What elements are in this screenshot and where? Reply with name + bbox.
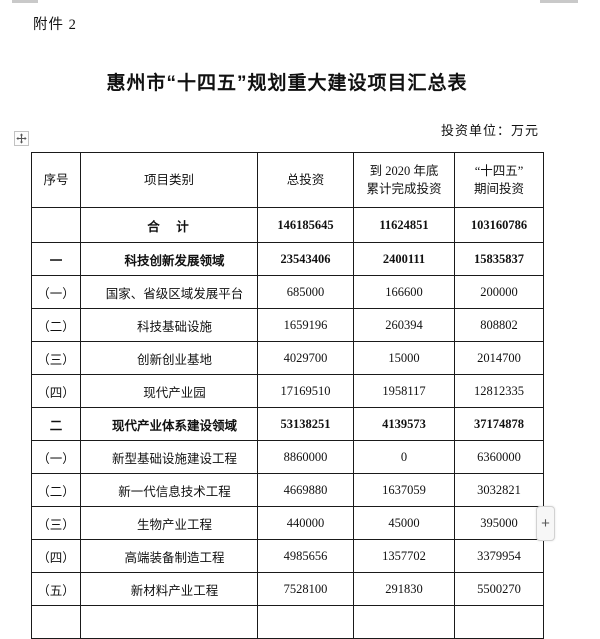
cell-completed-by-2020[interactable]: 0 [353, 440, 455, 474]
table-row: （三） 创新创业基地 4029700 15000 2014700 [31, 341, 544, 375]
cell-completed-by-2020[interactable]: 15000 [353, 341, 455, 375]
cell-completed-by-2020[interactable]: 291830 [353, 572, 455, 606]
cell-category[interactable]: 新材料产业工程 [80, 572, 258, 606]
cell-category[interactable]: 新一代信息技术工程 [80, 473, 258, 507]
cell-no[interactable]: 一 [31, 242, 81, 276]
cell-category[interactable]: 科技创新发展领域 [80, 242, 258, 276]
cell-145-period-investment[interactable]: 2014700 [454, 341, 544, 375]
cell-total-investment[interactable]: 1659196 [257, 308, 354, 342]
cell-total-investment[interactable]: 53138251 [257, 407, 354, 441]
investment-unit-note: 投资单位：万元 [440, 123, 539, 138]
cell-145-period-investment[interactable]: 3379954 [454, 539, 544, 573]
cell-category[interactable]: 生物产业工程 [80, 506, 258, 540]
top-left-chrome-fragment [12, 0, 38, 3]
cell-completed-by-2020[interactable]: 11624851 [353, 207, 455, 243]
table-header-row: 序号 项目类别 总投资到 2020 年底 累计完成投资 “十四五” 期间投资 [31, 152, 544, 208]
col-no[interactable]: 序号 [31, 152, 81, 208]
cell-145-period-investment[interactable]: 200000 [454, 275, 544, 309]
cell-total-investment[interactable]: 4669880 [257, 473, 354, 507]
cell-category[interactable]: 国家、省级区域发展平台 [80, 275, 258, 309]
cell-completed-by-2020[interactable] [353, 605, 455, 639]
cell-completed-by-2020[interactable]: 166600 [353, 275, 455, 309]
cell-completed-by-2020[interactable]: 260394 [353, 308, 455, 342]
cell-total-investment[interactable]: 17169510 [257, 374, 354, 408]
cell-category[interactable]: 高端装备制造工程 [80, 539, 258, 573]
attachment-label: 附件 2 [33, 17, 77, 33]
table-row: （三） 生物产业工程 440000 45000 395000 [31, 506, 544, 540]
col-total-investment[interactable]: 总投资 [257, 152, 354, 208]
move-icon [16, 133, 27, 144]
table-move-handle[interactable] [14, 131, 29, 146]
cell-total-investment[interactable]: 23543406 [257, 242, 354, 276]
col-category[interactable]: 项目类别 [80, 152, 258, 208]
cell-no[interactable]: （三） [31, 341, 81, 375]
cell-no[interactable]: （二） [31, 473, 81, 507]
cell-145-period-investment[interactable]: 103160786 [454, 207, 544, 243]
cell-total-investment[interactable]: 4985656 [257, 539, 354, 573]
cell-no[interactable] [31, 207, 81, 243]
cell-total-investment[interactable]: 4029700 [257, 341, 354, 375]
table-body: 合 计 146185645 11624851 103160786 一科技创新发展领域 23… [31, 207, 544, 639]
cell-145-period-investment[interactable]: 15835837 [454, 242, 544, 276]
cell-no[interactable]: （三） [31, 506, 81, 540]
cell-completed-by-2020[interactable]: 45000 [353, 506, 455, 540]
cell-completed-by-2020[interactable]: 1357702 [353, 539, 455, 573]
table-row [31, 605, 544, 639]
cell-completed-by-2020[interactable]: 1637059 [353, 473, 455, 507]
table-row: （一） 国家、省级区域发展平台 685000 166600 200000 [31, 275, 544, 309]
cell-no[interactable] [31, 605, 81, 639]
table-row: 合 计 146185645 11624851 103160786 [31, 207, 544, 243]
cell-145-period-investment[interactable] [454, 605, 544, 639]
table-row: （一） 新型基础设施建设工程 8860000 0 6360000 [31, 440, 544, 474]
cell-completed-by-2020[interactable]: 2400111 [353, 242, 455, 276]
cell-total-investment[interactable]: 8860000 [257, 440, 354, 474]
cell-145-period-investment[interactable]: 5500270 [454, 572, 544, 606]
top-right-chrome-fragment [540, 0, 578, 3]
cell-145-period-investment[interactable]: 37174878 [454, 407, 544, 441]
cell-completed-by-2020[interactable]: 1958117 [353, 374, 455, 408]
cell-completed-by-2020[interactable]: 4139573 [353, 407, 455, 441]
cell-category[interactable]: 现代产业体系建设领域 [80, 407, 258, 441]
cell-145-period-investment[interactable]: 6360000 [454, 440, 544, 474]
cell-no[interactable]: （四） [31, 374, 81, 408]
table-row: （四） 高端装备制造工程 4985656 1357702 3379954 [31, 539, 544, 573]
insert-plus-button[interactable]: + [536, 506, 555, 541]
table-row: （五） 新材料产业工程 7528100 291830 5500270 [31, 572, 544, 606]
cell-145-period-investment[interactable]: 12812335 [454, 374, 544, 408]
cell-total-investment[interactable]: 685000 [257, 275, 354, 309]
cell-no[interactable]: （四） [31, 539, 81, 573]
cell-category[interactable]: 科技基础设施 [80, 308, 258, 342]
cell-no[interactable]: 二 [31, 407, 81, 441]
cell-total-investment[interactable]: 7528100 [257, 572, 354, 606]
table-row: （四） 现代产业园 17169510 1958117 12812335 [31, 374, 544, 408]
table-row: （二） 科技基础设施 1659196 260394 808802 [31, 308, 544, 342]
cell-category[interactable]: 创新创业基地 [80, 341, 258, 375]
cell-total-investment[interactable]: 440000 [257, 506, 354, 540]
cell-category[interactable]: 新型基础设施建设工程 [80, 440, 258, 474]
col-145-period-investment[interactable]: “十四五” 期间投资 [454, 152, 544, 208]
cell-total-investment[interactable] [257, 605, 354, 639]
cell-category[interactable]: 现代产业园 [80, 374, 258, 408]
cell-total-investment[interactable]: 146185645 [257, 207, 354, 243]
cell-145-period-investment[interactable]: 808802 [454, 308, 544, 342]
cell-category[interactable]: 合 计 [80, 207, 258, 243]
cell-no[interactable]: （一） [31, 275, 81, 309]
cell-no[interactable]: （五） [31, 572, 81, 606]
cell-145-period-investment[interactable]: 3032821 [454, 473, 544, 507]
table-row: 二现代产业体系建设领域 53138251 4139573 37174878 [31, 407, 544, 441]
table-row: （二） 新一代信息技术工程 4669880 1637059 3032821 [31, 473, 544, 507]
cell-category[interactable] [80, 605, 258, 639]
cell-no[interactable]: （二） [31, 308, 81, 342]
cell-145-period-investment[interactable]: 395000 [454, 506, 544, 540]
col-completed-by-2020[interactable]: 到 2020 年底 累计完成投资 [353, 152, 455, 208]
cell-no[interactable]: （一） [31, 440, 81, 474]
table-row: 一科技创新发展领域 23543406 2400111 15835837 [31, 242, 544, 276]
page-title: 惠州市“十四五”规划重大建设项目汇总表 [106, 73, 468, 94]
